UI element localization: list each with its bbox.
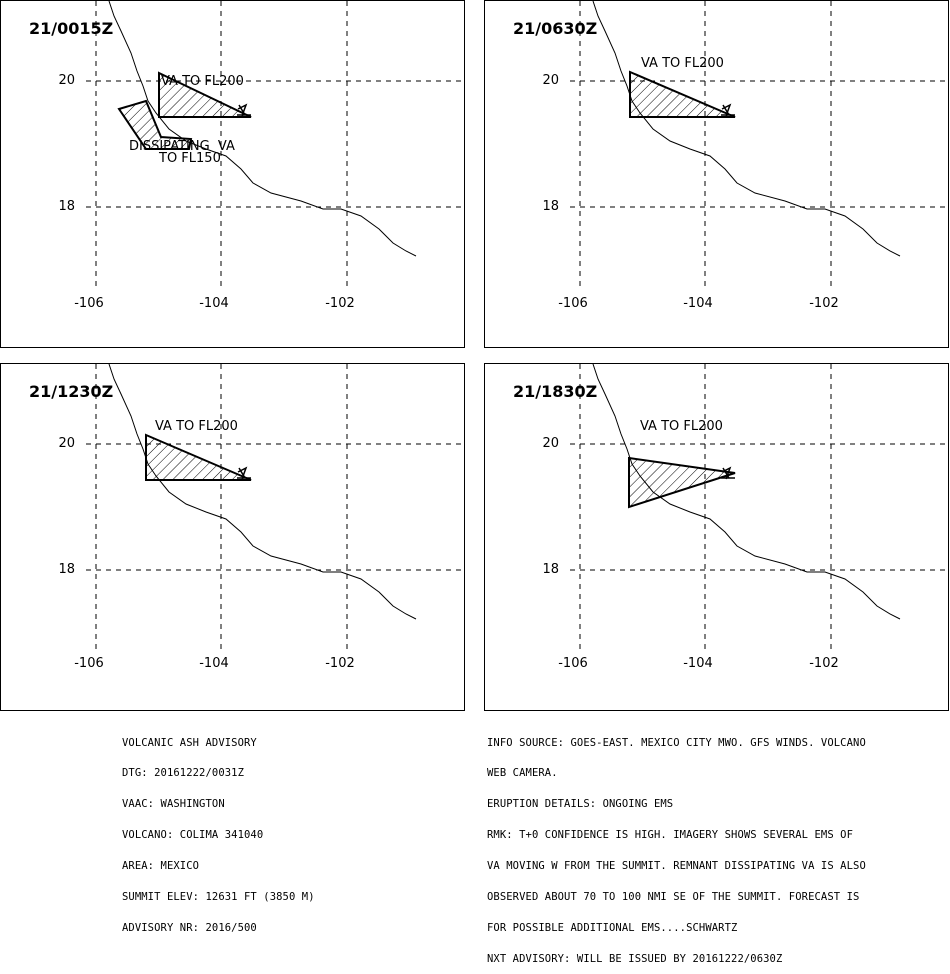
map-graphic <box>570 364 950 654</box>
va-area-main <box>628 456 736 509</box>
lat-label: 20 <box>58 436 75 451</box>
va-label: VA TO FL200 <box>641 56 724 71</box>
lon-label: -106 <box>558 656 588 671</box>
advisory-line: DTG: 20161222/0031Z <box>122 767 245 780</box>
va-area-main <box>158 71 252 118</box>
lat-label: 18 <box>542 199 559 214</box>
advisory-line: VOLCANIC ASH ADVISORY <box>122 736 257 749</box>
lat-label: 18 <box>542 562 559 577</box>
lon-label: -102 <box>809 656 839 671</box>
advisory-line: NXT ADVISORY: WILL BE ISSUED BY 20161222… <box>487 952 783 965</box>
lat-label: 18 <box>58 562 75 577</box>
va-area-main <box>629 70 736 118</box>
map-panel-1830z: 21/1830Z 20 18 -106 -104 -102 VA TO FL20… <box>484 363 950 711</box>
advisory-line: SUMMIT ELEV: 12631 FT (3850 M) <box>122 891 315 904</box>
panel-time: 21/1830Z <box>513 382 598 401</box>
advisory-header-block: VOLCANIC ASH ADVISORY DTG: 20161222/0031… <box>122 717 315 944</box>
lon-label: -104 <box>683 296 713 311</box>
map-panel-1230z: 21/1230Z 20 18 -106 -104 -102 VA TO FL20… <box>0 363 466 711</box>
lon-label: -106 <box>74 656 104 671</box>
advisory-details-block: INFO SOURCE: GOES-EAST. MEXICO CITY MWO.… <box>487 717 866 974</box>
map-graphic <box>86 364 466 654</box>
va-area-dissipating <box>117 99 193 150</box>
advisory-line: FOR POSSIBLE ADDITIONAL EMS....SCHWARTZ <box>487 921 738 934</box>
coastline <box>108 1 417 257</box>
va-label: VA TO FL200 <box>161 74 244 89</box>
advisory-line: ERUPTION DETAILS: ONGOING EMS <box>487 798 674 811</box>
coastline <box>592 364 901 620</box>
lon-label: -104 <box>199 656 229 671</box>
advisory-line: ADVISORY NR: 2016/500 <box>122 921 257 934</box>
lon-label: -102 <box>325 656 355 671</box>
map-graphic <box>570 1 950 291</box>
map-panel-0015z: 21/0015Z 20 18 -106 -104 -102 VA TO FL20… <box>0 0 466 348</box>
lon-label: -102 <box>325 296 355 311</box>
va-area-main <box>145 433 252 481</box>
advisory-line: RMK: T+0 CONFIDENCE IS HIGH. IMAGERY SHO… <box>487 829 854 842</box>
lon-label: -104 <box>199 296 229 311</box>
map-graphic <box>86 1 466 291</box>
map-panel-0630z: 21/0630Z 20 18 -106 -104 -102 VA TO FL20… <box>484 0 950 348</box>
volcano-marker <box>237 466 251 480</box>
volcano-marker <box>721 103 735 117</box>
coastline <box>108 364 417 620</box>
lat-label: 18 <box>58 199 75 214</box>
va-label: VA TO FL200 <box>640 419 723 434</box>
volcano-marker <box>237 103 251 117</box>
advisory-line: AREA: MEXICO <box>122 860 200 873</box>
dissipating-label: DISSIPATING VA <box>129 139 235 154</box>
lon-label: -106 <box>558 296 588 311</box>
advisory-line: VA MOVING W FROM THE SUMMIT. REMNANT DIS… <box>487 860 866 873</box>
panel-time: 21/0015Z <box>29 19 114 38</box>
advisory-line: INFO SOURCE: GOES-EAST. MEXICO CITY MWO.… <box>487 736 866 749</box>
coastline <box>592 1 901 257</box>
advisory-line: WEB CAMERA. <box>487 767 558 780</box>
panel-time: 21/0630Z <box>513 19 598 38</box>
dissipating-level-label: TO FL150 <box>159 151 221 166</box>
va-label: VA TO FL200 <box>155 419 238 434</box>
panel-time: 21/1230Z <box>29 382 114 401</box>
advisory-line: VOLCANO: COLIMA 341040 <box>122 829 264 842</box>
volcano-marker <box>721 466 735 480</box>
lat-label: 20 <box>542 73 559 88</box>
lat-label: 20 <box>58 73 75 88</box>
lon-label: -106 <box>74 296 104 311</box>
lon-label: -104 <box>683 656 713 671</box>
lon-label: -102 <box>809 296 839 311</box>
advisory-line: VAAC: WASHINGTON <box>122 798 225 811</box>
lat-label: 20 <box>542 436 559 451</box>
advisory-line: OBSERVED ABOUT 70 TO 100 NMI SE OF THE S… <box>487 891 860 904</box>
